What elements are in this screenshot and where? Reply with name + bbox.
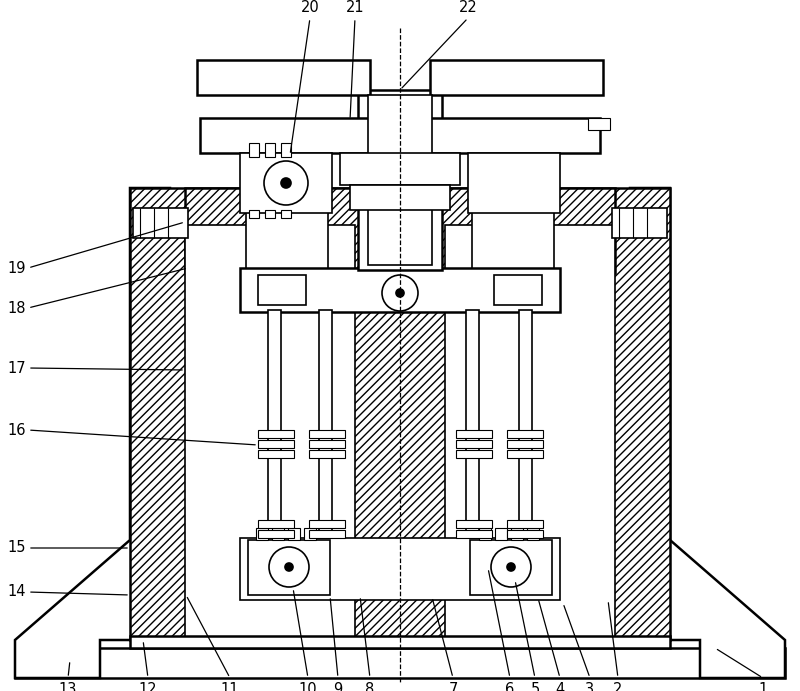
Bar xyxy=(612,208,667,238)
Text: 9: 9 xyxy=(334,682,342,691)
Bar xyxy=(265,143,275,157)
Bar xyxy=(511,528,523,540)
Bar xyxy=(507,520,543,528)
Bar xyxy=(258,520,294,528)
Bar xyxy=(350,185,450,210)
Circle shape xyxy=(382,275,418,311)
Text: 2: 2 xyxy=(614,682,622,691)
Bar xyxy=(240,153,332,213)
Text: 14: 14 xyxy=(7,585,26,600)
Bar xyxy=(507,430,543,438)
Text: 15: 15 xyxy=(7,540,26,556)
Bar xyxy=(240,538,560,600)
Bar xyxy=(258,530,294,538)
Bar xyxy=(268,310,281,532)
Bar xyxy=(479,528,491,540)
Bar xyxy=(185,225,355,640)
Bar xyxy=(368,95,432,265)
Bar xyxy=(309,450,345,458)
Text: 17: 17 xyxy=(7,361,26,375)
Bar xyxy=(456,520,492,528)
Bar xyxy=(130,188,670,640)
Circle shape xyxy=(281,178,291,188)
Bar xyxy=(133,208,188,238)
Bar xyxy=(246,195,328,270)
Bar xyxy=(430,60,603,95)
Bar xyxy=(258,450,294,458)
Bar xyxy=(309,520,345,528)
Circle shape xyxy=(396,289,404,297)
Bar xyxy=(200,118,600,153)
Text: 8: 8 xyxy=(366,682,374,691)
Bar xyxy=(519,310,532,532)
Bar xyxy=(456,530,492,538)
Bar xyxy=(281,143,291,157)
Bar xyxy=(507,440,543,448)
Bar xyxy=(456,440,492,448)
Bar xyxy=(445,225,615,640)
Bar xyxy=(470,540,552,595)
Text: 22: 22 xyxy=(458,0,478,15)
Text: 20: 20 xyxy=(301,0,319,15)
Text: 10: 10 xyxy=(298,682,318,691)
Bar xyxy=(340,153,460,185)
Text: 13: 13 xyxy=(59,682,77,691)
Bar xyxy=(456,450,492,458)
Text: 12: 12 xyxy=(138,682,158,691)
Text: 5: 5 xyxy=(530,682,540,691)
Bar xyxy=(358,90,442,270)
Circle shape xyxy=(264,161,308,205)
Bar xyxy=(309,430,345,438)
Bar xyxy=(130,636,670,648)
Bar xyxy=(309,440,345,448)
Text: 7: 7 xyxy=(448,682,458,691)
Circle shape xyxy=(507,563,515,571)
Bar xyxy=(249,143,259,157)
Bar xyxy=(494,275,542,305)
Bar xyxy=(466,310,479,532)
Bar xyxy=(258,430,294,438)
Text: 19: 19 xyxy=(7,261,26,276)
Circle shape xyxy=(285,563,293,571)
Text: 16: 16 xyxy=(7,422,26,437)
Bar xyxy=(258,275,306,305)
Bar xyxy=(288,528,300,540)
Bar xyxy=(197,60,370,95)
Bar xyxy=(272,528,284,540)
Text: 3: 3 xyxy=(586,682,594,691)
Bar xyxy=(468,153,560,213)
Bar xyxy=(248,540,330,595)
Bar xyxy=(588,118,610,130)
Bar xyxy=(15,648,785,678)
Text: 11: 11 xyxy=(221,682,239,691)
Bar xyxy=(319,310,332,532)
Bar xyxy=(309,530,345,538)
Circle shape xyxy=(491,547,531,587)
Text: 6: 6 xyxy=(506,682,514,691)
Bar xyxy=(495,528,507,540)
Bar xyxy=(507,450,543,458)
Bar xyxy=(472,195,554,270)
Text: 4: 4 xyxy=(555,682,565,691)
Polygon shape xyxy=(630,188,785,678)
Bar xyxy=(281,210,291,218)
Bar xyxy=(304,528,316,540)
Bar xyxy=(256,528,268,540)
Bar xyxy=(258,440,294,448)
Polygon shape xyxy=(15,188,170,678)
Bar xyxy=(265,210,275,218)
Circle shape xyxy=(269,547,309,587)
Text: 1: 1 xyxy=(758,682,768,691)
Bar xyxy=(527,528,539,540)
Bar xyxy=(240,268,560,312)
Text: 21: 21 xyxy=(346,0,364,15)
Bar xyxy=(507,530,543,538)
Bar xyxy=(249,210,259,218)
Bar xyxy=(185,188,615,273)
Text: 18: 18 xyxy=(7,301,26,316)
Bar xyxy=(456,430,492,438)
